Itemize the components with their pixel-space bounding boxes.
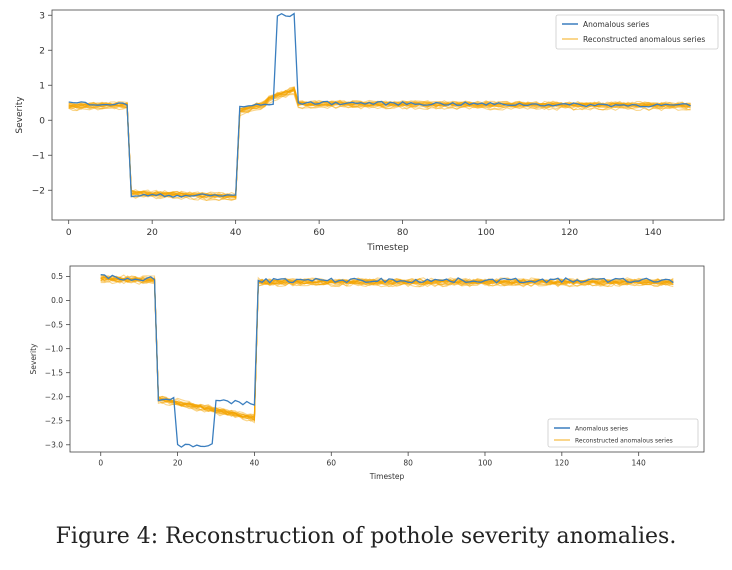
- reconstructed-series-line: [68, 87, 691, 198]
- y-axis-label: Severity: [29, 343, 38, 375]
- y-tick-label: 3: [39, 11, 45, 21]
- y-tick-label: 0.5: [51, 272, 63, 281]
- x-tick-label: 20: [173, 459, 183, 468]
- chart-1: 0 20 40 60 80 100 120 140 3 2 1 0 −1 −2 Timestep Severi…: [15, 9, 725, 253]
- figure-svg: 0 20 40 60 80 100 120 140 3 2 1 0 −1 −2 Timestep Severi…: [15, 9, 725, 481]
- x-tick-label: 120: [561, 228, 578, 238]
- reconstructed-series-line: [100, 277, 674, 422]
- y-axis-label: Severity: [15, 96, 25, 134]
- y-tick-label: −1.0: [45, 344, 63, 353]
- x-tick-label: 140: [644, 228, 661, 238]
- y-tick-label: −1: [32, 151, 45, 161]
- y-tick-label: 1: [39, 81, 45, 91]
- reconstructed-series-line: [100, 277, 674, 421]
- y-tick-label: −3.0: [45, 440, 63, 449]
- y-tick-label: −0.5: [45, 320, 63, 329]
- x-axis-label: Timestep: [366, 243, 409, 253]
- reconstructed-series-line: [100, 277, 674, 419]
- figure-caption: Figure 4: Reconstruction of pothole seve…: [55, 524, 677, 549]
- plot-area: [100, 274, 674, 448]
- reconstructed-series-line: [100, 276, 674, 418]
- legend-box: [547, 418, 699, 448]
- reconstructed-series-line: [68, 89, 691, 199]
- x-tick-label: 80: [397, 228, 409, 238]
- figure: 0 20 40 60 80 100 120 140 3 2 1 0 −1 −2 Timestep Severi…: [15, 9, 725, 481]
- reconstructed-series-line: [68, 92, 691, 202]
- reconstructed-series-line: [68, 89, 691, 197]
- y-tick-label: 2: [39, 46, 45, 56]
- y-tick-label: −1.5: [45, 368, 63, 377]
- y-tick-label: −2.0: [45, 392, 63, 401]
- reconstructed-series-line: [100, 279, 674, 422]
- reconstructed-series-line: [100, 274, 674, 417]
- x-tick-label: 60: [313, 228, 325, 238]
- anomalous-series-line: [68, 12, 691, 198]
- legend-entry: Reconstructed anomalous series: [575, 438, 673, 445]
- x-tick-label: 0: [66, 228, 72, 238]
- x-tick-label: 80: [403, 459, 413, 468]
- reconstructed-series-line: [100, 280, 674, 424]
- plot-frame: [69, 265, 705, 453]
- reconstructed-series-line: [68, 93, 691, 201]
- x-tick-label: 0: [98, 459, 103, 468]
- reconstructed-series-line: [68, 87, 691, 198]
- x-tick-label: 100: [478, 459, 493, 468]
- reconstructed-series-line: [100, 276, 674, 421]
- y-tick-label: 0.0: [51, 296, 63, 305]
- legend: Anomalous series Reconstructed anomalous …: [555, 14, 719, 50]
- x-axis-label: Timestep: [369, 472, 405, 481]
- reconstructed-series-line: [100, 274, 674, 416]
- reconstructed-series-line: [100, 278, 674, 418]
- x-tick-label: 40: [230, 228, 242, 238]
- y-tick-label: −2.5: [45, 416, 63, 425]
- x-tick-label: 120: [555, 459, 570, 468]
- x-tick-label: 20: [146, 228, 158, 238]
- reconstructed-series-line: [68, 88, 691, 199]
- reconstructed-series-line: [68, 89, 691, 200]
- legend: Anomalous series Reconstructed anomalous …: [547, 418, 699, 448]
- reconstructed-series-line: [100, 276, 674, 419]
- reconstructed-series-line: [68, 86, 691, 197]
- reconstructed-series-line: [100, 275, 674, 419]
- legend-entry: Anomalous series: [583, 20, 649, 29]
- legend-entry: Anomalous series: [575, 426, 628, 433]
- plot-frame: [51, 9, 725, 221]
- chart-2: 0 20 40 60 80 100 120 140 0.5 0.0 −0.5 −1.0 −1.5 −2.0…: [29, 265, 705, 481]
- reconstructed-series-line: [100, 277, 674, 421]
- y-tick-label: 0: [39, 116, 45, 126]
- reconstructed-series-line: [68, 90, 691, 198]
- y-tick-label: −2: [32, 186, 45, 196]
- x-tick-label: 40: [250, 459, 260, 468]
- anomalous-series-line: [100, 274, 674, 448]
- reconstructed-series-line: [68, 89, 691, 198]
- reconstructed-series-line: [100, 276, 674, 420]
- reconstructed-series-line: [68, 86, 691, 199]
- x-tick-label: 60: [327, 459, 337, 468]
- legend-box: [555, 14, 719, 50]
- plot-area: [68, 12, 691, 202]
- reconstructed-series-line: [100, 274, 674, 418]
- reconstructed-series-line: [100, 276, 674, 418]
- x-tick-label: 140: [632, 459, 647, 468]
- x-tick-label: 100: [477, 228, 494, 238]
- reconstructed-series-line: [68, 88, 691, 199]
- reconstructed-series-line: [100, 277, 674, 422]
- reconstructed-series-line: [100, 275, 674, 420]
- reconstructed-series-line: [68, 87, 691, 198]
- legend-entry: Reconstructed anomalous series: [583, 35, 705, 44]
